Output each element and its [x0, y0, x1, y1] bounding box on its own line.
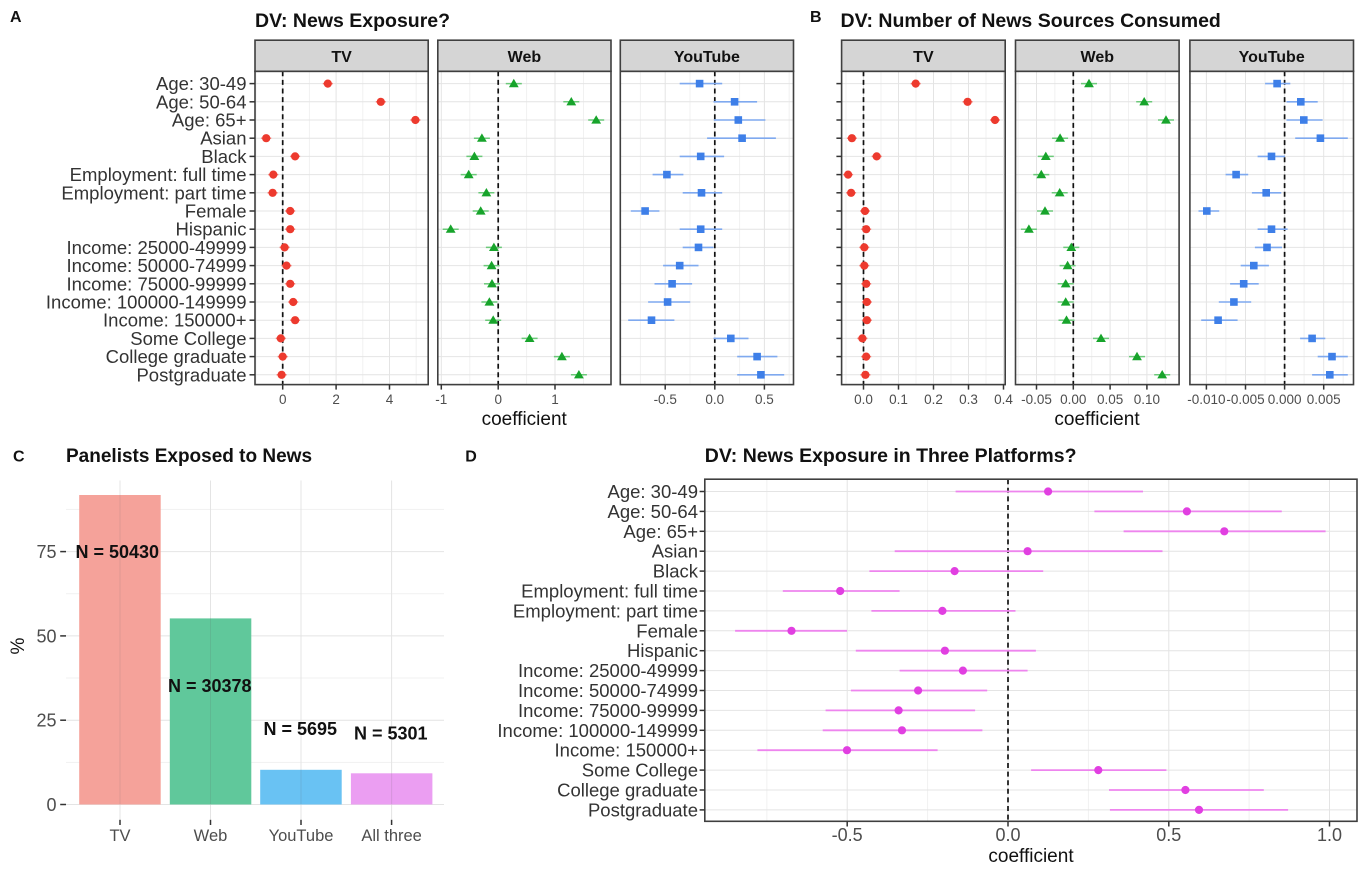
svg-text:0.5: 0.5: [755, 392, 774, 407]
svg-text:0.0: 0.0: [705, 392, 724, 407]
svg-text:-0.05: -0.05: [1021, 392, 1052, 407]
svg-text:%: %: [8, 637, 29, 654]
svg-text:0.0: 0.0: [854, 392, 873, 407]
svg-text:-0.5: -0.5: [832, 825, 863, 845]
svg-text:Income: 25000-49999: Income: 25000-49999: [518, 660, 698, 681]
svg-text:YouTube: YouTube: [1239, 49, 1305, 66]
svg-text:TV: TV: [331, 49, 352, 66]
svg-text:Income: 75000-99999: Income: 75000-99999: [518, 700, 698, 721]
svg-text:Income: 150000+: Income: 150000+: [555, 740, 698, 761]
svg-text:B: B: [810, 9, 822, 26]
svg-text:Web: Web: [194, 827, 228, 845]
svg-text:YouTube: YouTube: [269, 827, 334, 845]
svg-text:All three: All three: [361, 827, 422, 845]
svg-text:2: 2: [332, 392, 340, 407]
svg-text:-0.5: -0.5: [654, 392, 677, 407]
svg-text:Asian: Asian: [652, 541, 698, 562]
svg-text:0.4: 0.4: [994, 392, 1013, 407]
svg-text:coefficient: coefficient: [1054, 409, 1140, 430]
svg-text:50: 50: [36, 626, 56, 646]
svg-text:Age: 50-64: Age: 50-64: [156, 91, 247, 112]
svg-text:Employment: full time: Employment: full time: [70, 164, 247, 185]
svg-text:Age: 65+: Age: 65+: [623, 521, 698, 542]
svg-text:Hispanic: Hispanic: [176, 219, 247, 240]
svg-text:Age: 65+: Age: 65+: [172, 110, 247, 131]
svg-text:0.05: 0.05: [1097, 392, 1123, 407]
svg-text:Income: 50000-74999: Income: 50000-74999: [518, 680, 698, 701]
svg-text:Hispanic: Hispanic: [627, 640, 698, 661]
svg-text:1.0: 1.0: [1317, 825, 1342, 845]
svg-text:Some College: Some College: [582, 760, 698, 781]
svg-text:0: 0: [494, 392, 502, 407]
svg-text:C: C: [13, 449, 25, 466]
svg-text:Employment: part time: Employment: part time: [513, 600, 698, 621]
svg-text:-1: -1: [435, 392, 447, 407]
svg-text:Web: Web: [1081, 49, 1115, 66]
svg-text:0.3: 0.3: [959, 392, 978, 407]
svg-text:0.0: 0.0: [995, 825, 1020, 845]
svg-text:0.00: 0.00: [1060, 392, 1086, 407]
svg-text:Income: 75000-99999: Income: 75000-99999: [67, 273, 247, 294]
svg-text:N = 30378: N = 30378: [168, 676, 252, 696]
svg-text:Black: Black: [653, 561, 699, 582]
svg-text:Income: 50000-74999: Income: 50000-74999: [67, 255, 247, 276]
svg-text:75: 75: [36, 542, 56, 562]
svg-text:coefficient: coefficient: [482, 409, 568, 430]
svg-text:Employment: part time: Employment: part time: [61, 182, 246, 203]
svg-text:TV: TV: [913, 49, 934, 66]
svg-text:0: 0: [279, 392, 287, 407]
svg-text:0.5: 0.5: [1156, 825, 1181, 845]
svg-text:Web: Web: [508, 49, 542, 66]
svg-text:Panelists Exposed to News: Panelists Exposed to News: [66, 446, 312, 467]
svg-text:A: A: [10, 9, 22, 26]
svg-text:Female: Female: [636, 620, 698, 641]
svg-text:-0.005: -0.005: [1226, 392, 1264, 407]
svg-text:N = 50430: N = 50430: [76, 542, 160, 562]
svg-text:Age: 30-49: Age: 30-49: [156, 73, 247, 94]
svg-text:0.005: 0.005: [1307, 392, 1341, 407]
svg-text:Income: 100000-149999: Income: 100000-149999: [46, 292, 247, 313]
svg-text:0.2: 0.2: [924, 392, 943, 407]
svg-text:0.1: 0.1: [889, 392, 908, 407]
svg-text:Age: 30-49: Age: 30-49: [607, 481, 698, 502]
svg-text:Some College: Some College: [130, 328, 246, 349]
svg-text:Postgraduate: Postgraduate: [588, 799, 698, 820]
svg-text:Income: 100000-149999: Income: 100000-149999: [497, 720, 698, 741]
svg-text:0.000: 0.000: [1268, 392, 1302, 407]
svg-text:Postgraduate: Postgraduate: [136, 364, 246, 385]
svg-text:1: 1: [551, 392, 559, 407]
svg-text:Income: 150000+: Income: 150000+: [103, 310, 246, 331]
svg-text:Employment: full time: Employment: full time: [521, 581, 698, 602]
svg-text:College graduate: College graduate: [106, 346, 247, 367]
svg-text:Income: 25000-49999: Income: 25000-49999: [67, 237, 247, 258]
svg-text:0.10: 0.10: [1134, 392, 1160, 407]
svg-text:D: D: [465, 449, 477, 466]
svg-text:N = 5695: N = 5695: [264, 719, 338, 739]
svg-text:Age: 50-64: Age: 50-64: [607, 501, 698, 522]
svg-text:Black: Black: [201, 146, 247, 167]
svg-text:4: 4: [386, 392, 394, 407]
svg-text:DV: Number of News Sources Con: DV: Number of News Sources Consumed: [841, 10, 1221, 32]
svg-text:N = 5301: N = 5301: [354, 724, 428, 744]
svg-text:Asian: Asian: [200, 128, 246, 149]
svg-text:coefficient: coefficient: [988, 846, 1074, 867]
svg-text:25: 25: [36, 711, 56, 731]
svg-text:Female: Female: [185, 201, 247, 222]
svg-text:0: 0: [46, 795, 56, 815]
svg-text:YouTube: YouTube: [674, 49, 740, 66]
svg-text:DV: News Exposure in Three Pla: DV: News Exposure in Three Platforms?: [705, 445, 1077, 467]
svg-text:College graduate: College graduate: [557, 780, 698, 801]
svg-text:DV: News Exposure?: DV: News Exposure?: [255, 10, 450, 32]
svg-text:-0.010: -0.010: [1187, 392, 1225, 407]
svg-text:TV: TV: [109, 827, 130, 845]
